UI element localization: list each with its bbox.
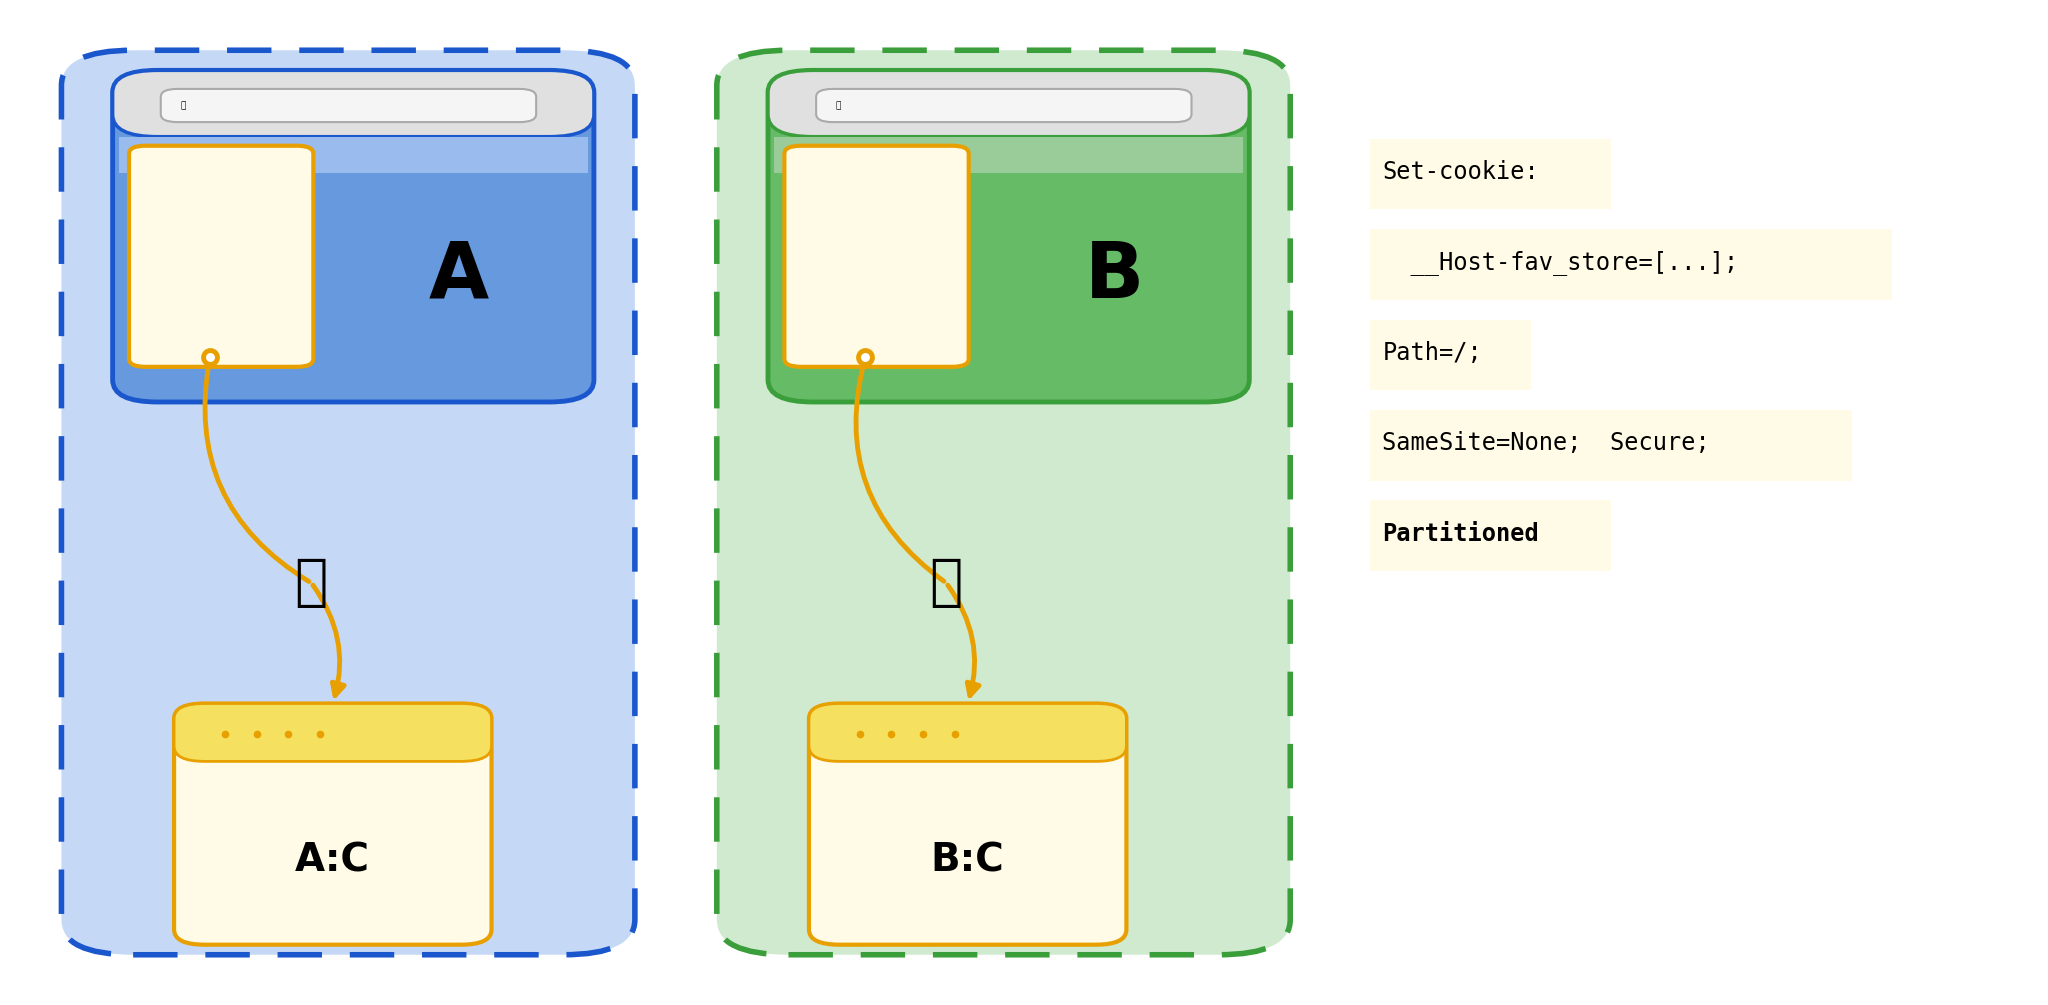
FancyBboxPatch shape [160, 88, 537, 122]
FancyBboxPatch shape [113, 70, 594, 402]
Text: Partitioned: Partitioned [1382, 522, 1540, 546]
FancyBboxPatch shape [809, 704, 1126, 762]
FancyBboxPatch shape [1370, 500, 1612, 571]
Bar [774, 137, 1243, 173]
FancyBboxPatch shape [129, 146, 313, 367]
Text: Path=/;: Path=/; [1382, 341, 1483, 365]
FancyBboxPatch shape [113, 70, 594, 137]
Text: A:C: A:C [295, 841, 371, 879]
FancyBboxPatch shape [768, 70, 1249, 402]
FancyBboxPatch shape [1370, 139, 1612, 209]
Text: 🍪: 🍪 [930, 556, 963, 610]
Text: SameSite=None;  Secure;: SameSite=None; Secure; [1382, 431, 1710, 455]
Text: B: B [1085, 238, 1145, 314]
FancyBboxPatch shape [174, 704, 492, 762]
Text: __Host-fav_store=[...];: __Host-fav_store=[...]; [1382, 250, 1739, 274]
FancyBboxPatch shape [717, 50, 1290, 955]
Text: 🔒: 🔒 [180, 102, 186, 110]
FancyBboxPatch shape [1370, 320, 1530, 390]
Text: A: A [430, 238, 489, 314]
Text: Set-cookie:: Set-cookie: [1382, 160, 1540, 184]
FancyBboxPatch shape [809, 704, 1126, 945]
FancyBboxPatch shape [174, 704, 492, 945]
Bar [119, 137, 588, 173]
FancyBboxPatch shape [61, 50, 635, 955]
FancyBboxPatch shape [784, 146, 969, 367]
FancyBboxPatch shape [815, 88, 1192, 122]
Text: 🍪: 🍪 [295, 556, 328, 610]
Text: 🔒: 🔒 [836, 102, 842, 110]
Text: B:C: B:C [930, 841, 1006, 879]
FancyBboxPatch shape [1370, 410, 1851, 480]
FancyBboxPatch shape [768, 70, 1249, 137]
FancyBboxPatch shape [1370, 229, 1892, 299]
